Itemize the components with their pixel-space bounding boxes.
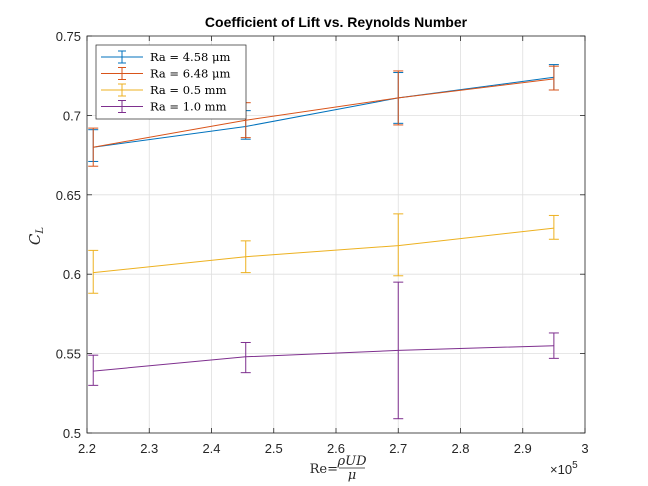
series-line	[93, 345, 554, 372]
y-tick-labels: 0.5 0.55 0.6 0.65 0.7 0.75	[56, 29, 81, 441]
error-bar	[88, 127, 99, 167]
y-tick-label: 0.55	[56, 347, 81, 362]
svg-text:Re=: Re=	[310, 462, 338, 477]
series-4	[88, 281, 559, 420]
error-bar	[393, 213, 404, 277]
x-axis-label: Re= ρUD μ	[310, 454, 367, 483]
error-bar	[240, 240, 251, 274]
y-tick-label: 0.65	[56, 188, 81, 203]
y-tick-label: 0.7	[63, 108, 81, 123]
error-bar	[548, 332, 559, 359]
series-line	[93, 78, 554, 148]
legend-item: Ra = 0.5 mm	[101, 83, 227, 97]
x-tick-label: 3	[581, 441, 588, 456]
x-tick-label: 2.9	[514, 441, 532, 456]
x-tick-label: 2.7	[389, 441, 407, 456]
x-tick-label: 2.6	[327, 441, 345, 456]
x-tick-label: 2.5	[265, 441, 283, 456]
error-bar	[88, 249, 99, 294]
y-tick-label: 0.6	[63, 267, 81, 282]
legend-label: Ra = 4.58 μm	[150, 50, 230, 64]
y-tick-label: 0.5	[63, 426, 81, 441]
chart-title: Coefficient of Lift vs. Reynolds Number	[205, 14, 468, 30]
error-bar	[393, 281, 404, 420]
legend-label: Ra = 6.48 μm	[150, 67, 230, 81]
error-bar	[240, 341, 251, 374]
x-tick-label: 2.3	[140, 441, 158, 456]
error-bar	[548, 214, 559, 240]
legend-label: Ra = 0.5 mm	[150, 83, 227, 97]
error-bar	[548, 65, 559, 91]
legend-item: Ra = 4.58 μm	[101, 50, 230, 64]
series-line	[93, 76, 554, 148]
legend: Ra = 4.58 μm Ra = 6.48 μm Ra = 0.5 mm Ra = …	[95, 44, 247, 120]
y-tick-label: 0.75	[56, 29, 81, 44]
y-axis-label: CL	[26, 227, 46, 245]
ticks	[86, 35, 586, 434]
svg-text:μ: μ	[348, 468, 356, 483]
x-tick-labels: 2.2 2.3 2.4 2.5 2.6 2.7 2.8 2.9 3	[78, 441, 589, 456]
error-bar	[88, 354, 99, 386]
legend-item: Ra = 6.48 μm	[101, 67, 230, 81]
svg-text:ρUD: ρUD	[336, 454, 367, 469]
x-axis-multiplier: ×105	[550, 460, 578, 477]
legend-item: Ra = 1.0 mm	[101, 100, 227, 114]
legend-label: Ra = 1.0 mm	[150, 100, 227, 114]
error-bar	[393, 70, 404, 126]
x-tick-label: 2.8	[451, 441, 469, 456]
series-line	[93, 227, 554, 274]
series-3	[88, 213, 559, 294]
x-tick-label: 2.4	[202, 441, 220, 456]
x-tick-label: 2.2	[78, 441, 96, 456]
